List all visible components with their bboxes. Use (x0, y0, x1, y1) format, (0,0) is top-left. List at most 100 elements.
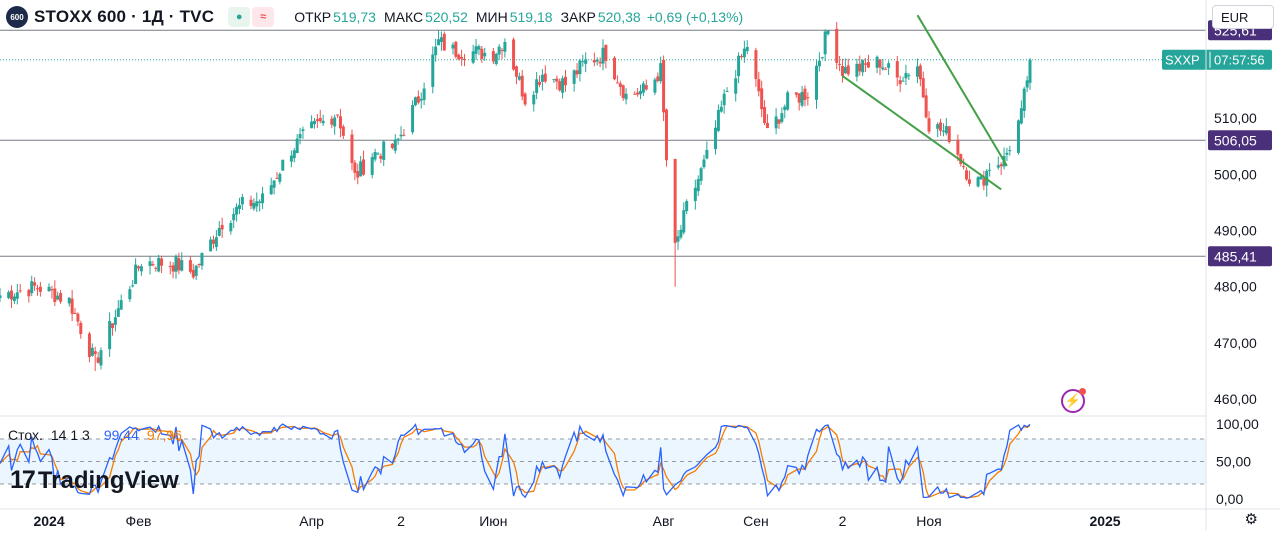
candle-body[interactable] (794, 92, 798, 95)
candle-body[interactable] (783, 106, 787, 111)
candle-body[interactable] (471, 51, 475, 63)
candle-body[interactable] (621, 85, 625, 99)
candle-body[interactable] (633, 93, 637, 95)
candle-body[interactable] (160, 258, 164, 266)
candle-body[interactable] (763, 107, 767, 124)
candle-body[interactable] (719, 106, 723, 112)
candle-body[interactable] (532, 94, 536, 105)
candle-body[interactable] (235, 206, 239, 215)
candle-body[interactable] (887, 63, 891, 68)
candle-body[interactable] (540, 74, 544, 82)
candle-body[interactable] (696, 179, 700, 192)
candle-body[interactable] (679, 229, 683, 238)
candle-body[interactable] (315, 119, 319, 122)
candle-body[interactable] (774, 116, 778, 129)
candle-body[interactable] (27, 289, 31, 297)
candle-body[interactable] (898, 80, 902, 85)
currency-selector[interactable]: EUR (1212, 5, 1274, 29)
candle-body[interactable] (338, 116, 342, 129)
candle-body[interactable] (422, 88, 426, 100)
candle-body[interactable] (552, 79, 556, 81)
candle-body[interactable] (255, 201, 259, 207)
candle-body[interactable] (111, 323, 115, 329)
candle-body[interactable] (108, 321, 112, 350)
candle-body[interactable] (457, 54, 461, 60)
candle-body[interactable] (454, 41, 458, 57)
candle-body[interactable] (939, 122, 943, 131)
candle-body[interactable] (517, 76, 521, 80)
candle-body[interactable] (240, 197, 244, 205)
candle-body[interactable] (310, 121, 314, 129)
candle-body[interactable] (209, 239, 213, 252)
candle-body[interactable] (312, 120, 316, 125)
candle-body[interactable] (918, 65, 922, 80)
candle-body[interactable] (350, 134, 354, 163)
candle-body[interactable] (982, 178, 986, 186)
candle-body[interactable] (924, 95, 928, 118)
compare-icon[interactable]: ≈ (252, 7, 275, 27)
candle-body[interactable] (944, 126, 948, 134)
candle-body[interactable] (437, 39, 441, 46)
candle-body[interactable] (483, 52, 487, 57)
candle-body[interactable] (298, 134, 302, 139)
candle-body[interactable] (59, 293, 63, 302)
candle-body[interactable] (699, 168, 703, 181)
candle-body[interactable] (780, 113, 784, 122)
candle-body[interactable] (99, 350, 103, 366)
candle-body[interactable] (370, 157, 374, 175)
candle-body[interactable] (745, 46, 749, 52)
candle-body[interactable] (442, 33, 446, 51)
candle-body[interactable] (757, 79, 761, 92)
candle-body[interactable] (615, 82, 619, 84)
candle-body[interactable] (840, 66, 844, 76)
candle-body[interactable] (7, 292, 11, 299)
candle-body[interactable] (278, 173, 282, 182)
candle-body[interactable] (416, 96, 420, 103)
candle-body[interactable] (131, 285, 135, 287)
candle-body[interactable] (128, 289, 132, 300)
candle-body[interactable] (229, 222, 233, 232)
stoch-k-line[interactable] (0, 423, 1031, 499)
candle-body[interactable] (402, 134, 406, 136)
candle-body[interactable] (927, 118, 931, 132)
candle-body[interactable] (295, 138, 299, 154)
candle-body[interactable] (592, 59, 596, 63)
candle-body[interactable] (777, 119, 781, 124)
candle-body[interactable] (838, 63, 842, 65)
candle-body[interactable] (252, 203, 256, 209)
candle-body[interactable] (379, 155, 383, 159)
candle-body[interactable] (881, 67, 885, 70)
candle-body[interactable] (53, 288, 57, 302)
candle-body[interactable] (976, 177, 980, 187)
candle-body[interactable] (318, 117, 322, 122)
candle-body[interactable] (419, 98, 423, 101)
candle-body[interactable] (188, 260, 192, 272)
candle-body[interactable] (148, 261, 152, 266)
candle-body[interactable] (463, 58, 467, 61)
gear-icon[interactable]: ⚙ (1244, 511, 1258, 528)
candle-body[interactable] (237, 204, 241, 209)
candle-body[interactable] (820, 57, 824, 59)
candle-body[interactable] (765, 123, 769, 129)
candle-body[interactable] (673, 159, 677, 243)
candle-body[interactable] (18, 290, 22, 292)
candle-body[interactable] (535, 79, 539, 93)
candle-body[interactable] (598, 61, 602, 64)
candle-body[interactable] (563, 76, 567, 86)
candle-body[interactable] (460, 56, 464, 59)
candle-body[interactable] (1028, 59, 1032, 83)
candle-body[interactable] (875, 56, 879, 68)
candle-body[interactable] (653, 79, 657, 93)
candle-body[interactable] (30, 281, 34, 294)
candle-body[interactable] (272, 180, 276, 188)
candle-body[interactable] (151, 264, 155, 266)
candle-body[interactable] (269, 185, 273, 195)
candle-body[interactable] (191, 269, 195, 278)
candle-body[interactable] (584, 59, 588, 64)
candle-body[interactable] (79, 322, 83, 335)
candle-body[interactable] (359, 161, 363, 177)
candle-body[interactable] (232, 213, 236, 221)
candle-body[interactable] (538, 81, 542, 85)
candle-body[interactable] (1008, 150, 1012, 152)
candle-body[interactable] (581, 61, 585, 63)
